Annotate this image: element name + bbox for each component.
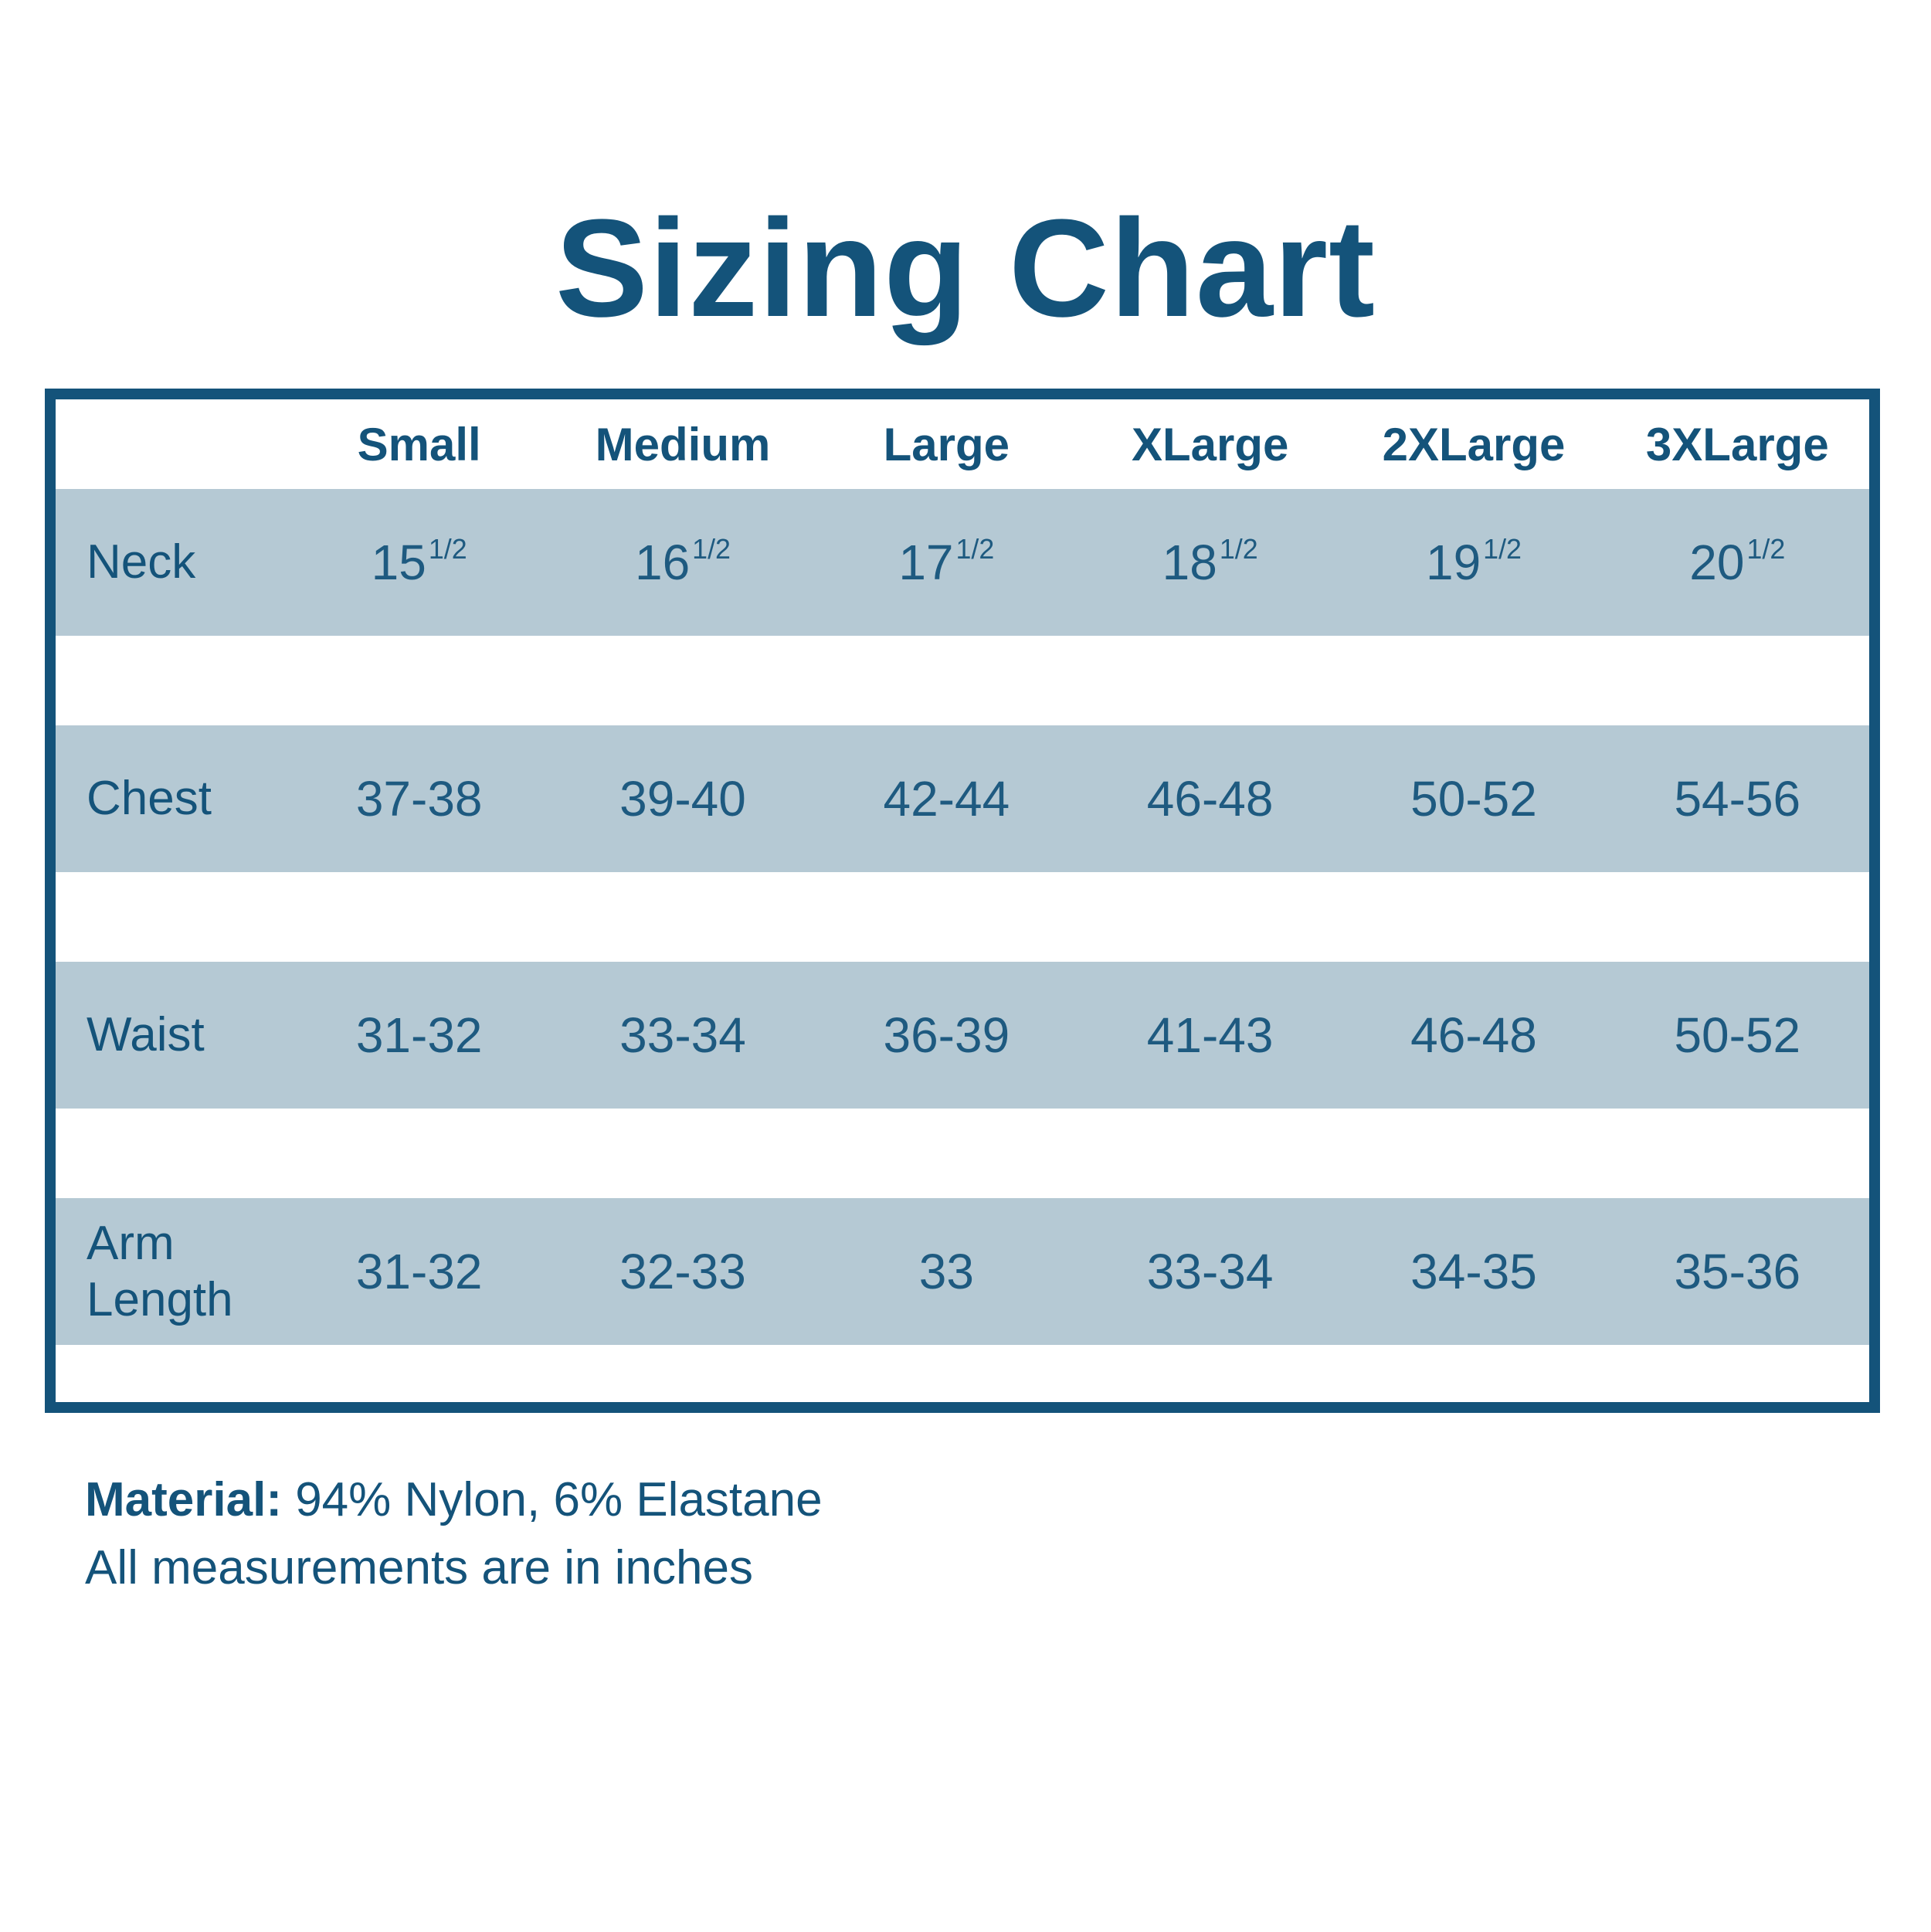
fraction-superscript: 1/2 — [692, 534, 731, 565]
size-value-cell: 33-34 — [619, 1007, 746, 1063]
row-label-waist: Waist — [87, 1008, 205, 1062]
table-row-chest: Chest 37-38 39-40 42-44 46-48 50-52 54-5… — [56, 725, 1869, 872]
size-value-cell: 50-52 — [1410, 771, 1537, 827]
measurements-note: All measurements are in inches — [85, 1541, 753, 1595]
row-label-arm-length: Arm Length — [87, 1216, 233, 1326]
spacer-row — [56, 636, 1869, 725]
spacer-row — [56, 1109, 1869, 1198]
size-value-cell: 201/2 — [1689, 534, 1786, 590]
material-label: Material: — [85, 1473, 282, 1526]
size-value-cell: 34-35 — [1410, 1244, 1537, 1299]
table-row-waist: Waist 31-32 33-34 36-39 41-43 46-48 50-5… — [56, 962, 1869, 1109]
fraction-superscript: 1/2 — [1746, 534, 1786, 565]
fraction-superscript: 1/2 — [955, 534, 995, 565]
size-value-cell: 31-32 — [355, 1007, 483, 1063]
size-value-cell: 50-52 — [1674, 1007, 1801, 1063]
size-value-cell: 33-34 — [1146, 1244, 1274, 1299]
footer-notes: Material: 94% Nylon, 6% Elastane All mea… — [85, 1466, 823, 1602]
material-value: 94% Nylon, 6% Elastane — [295, 1473, 823, 1526]
size-header-small: Small — [357, 418, 481, 470]
size-value-cell: 33 — [918, 1244, 974, 1299]
size-value-cell: 151/2 — [371, 534, 467, 590]
size-value-cell: 32-33 — [619, 1244, 746, 1299]
page-title: Sizing Chart — [555, 191, 1376, 346]
size-value-cell: 35-36 — [1674, 1244, 1801, 1299]
size-value-cell: 42-44 — [883, 771, 1010, 827]
size-header-2xlarge: 2XLarge — [1382, 418, 1566, 470]
size-value-cell: 54-56 — [1674, 771, 1801, 827]
size-value-cell: 46-48 — [1146, 771, 1274, 827]
size-value-cell: 31-32 — [355, 1244, 483, 1299]
table-header-row: Small Medium Large XLarge 2XLarge 3XLarg… — [56, 399, 1869, 489]
table-row-neck: Neck 151/2 161/2 171/2 181/2 191/2 201/2 — [56, 489, 1869, 636]
size-value-cell: 171/2 — [898, 534, 995, 590]
row-label-neck: Neck — [87, 535, 196, 589]
size-header-large: Large — [883, 418, 1010, 470]
sizing-table: Small Medium Large XLarge 2XLarge 3XLarg… — [45, 389, 1880, 1413]
size-value-cell: 37-38 — [355, 771, 483, 827]
size-value-cell: 39-40 — [619, 771, 746, 827]
size-header-3xlarge: 3XLarge — [1645, 418, 1829, 470]
fraction-superscript: 1/2 — [428, 534, 467, 565]
size-value-cell: 41-43 — [1146, 1007, 1274, 1063]
spacer-row — [56, 872, 1869, 962]
size-value-cell: 191/2 — [1425, 534, 1522, 590]
table-row-arm-length: Arm Length 31-32 32-33 33 33-34 34-35 35… — [56, 1198, 1869, 1345]
fraction-superscript: 1/2 — [1483, 534, 1522, 565]
material-line: Material: 94% Nylon, 6% Elastane — [85, 1466, 823, 1534]
size-header-xlarge: XLarge — [1131, 418, 1289, 470]
size-value-cell: 161/2 — [634, 534, 731, 590]
size-header-medium: Medium — [595, 418, 771, 470]
row-label-chest: Chest — [87, 772, 212, 826]
fraction-superscript: 1/2 — [1219, 534, 1258, 565]
corner-cell — [56, 399, 287, 489]
size-value-cell: 36-39 — [883, 1007, 1010, 1063]
size-value-cell: 46-48 — [1410, 1007, 1537, 1063]
spacer-row — [56, 1345, 1869, 1402]
size-value-cell: 181/2 — [1162, 534, 1258, 590]
